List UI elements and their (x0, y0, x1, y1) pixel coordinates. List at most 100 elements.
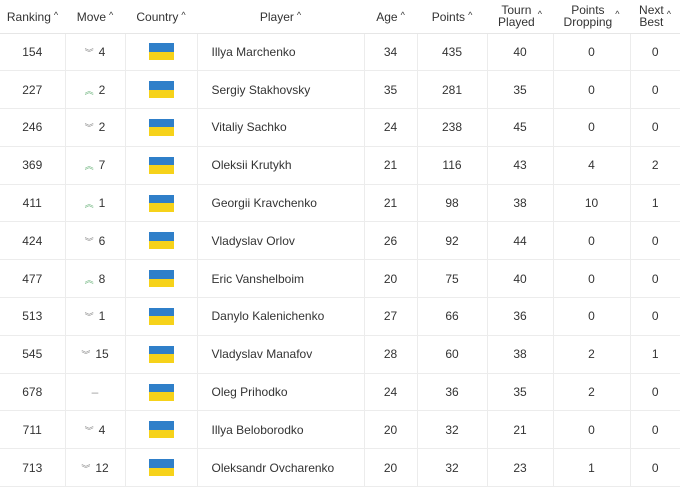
move-value: 8 (98, 271, 106, 286)
age-cell: 28 (364, 335, 418, 374)
age-cell: 35 (364, 70, 418, 110)
points-cell: 435 (417, 33, 488, 72)
header-label: Dropping (563, 15, 613, 30)
points-cell: 116 (417, 146, 488, 185)
ranking-cell: 545 (0, 335, 66, 374)
tourn-played-cell: 35 (487, 70, 554, 110)
ukraine-flag-icon (148, 156, 174, 174)
table-row[interactable]: 411 ︽ 1 Georgii Kravchenko 21 98 38 10 1 (0, 184, 680, 223)
tourn-played-cell: 38 (487, 335, 554, 374)
sort-caret-icon[interactable]: ^ (537, 9, 542, 20)
table-row[interactable]: 154 ︾ 4 Illya Marchenko 34 435 40 0 0 (0, 33, 680, 72)
next-best-cell: 2 (630, 146, 680, 185)
points-cell: 98 (417, 184, 488, 223)
ukraine-flag-icon (148, 118, 174, 136)
move-cell: – (65, 373, 126, 412)
sort-caret-icon[interactable]: ^ (615, 9, 620, 20)
tourn-played-cell: 40 (487, 33, 554, 72)
ukraine-flag-icon (148, 383, 174, 401)
move-down-icon: ︾ (81, 350, 91, 361)
player-cell: Danylo Kalenichenko (197, 297, 365, 336)
header-label: Ranking (6, 10, 51, 25)
age-cell: 27 (364, 297, 418, 336)
sort-caret-icon[interactable]: ^ (400, 10, 405, 21)
sort-caret-icon[interactable]: ^ (109, 10, 114, 21)
tourn-played-cell: 35 (487, 373, 554, 412)
move-cell: ︽ 7 (65, 146, 126, 185)
points-dropping-cell: 2 (553, 335, 631, 374)
sort-header-country[interactable]: Country ^ (125, 0, 197, 34)
ukraine-flag-icon (148, 270, 174, 288)
header-label: Move (76, 10, 107, 25)
table-row[interactable]: 227 ︽ 2 Sergiy Stakhovsky 35 281 35 0 0 (0, 70, 680, 110)
player-cell: Illya Marchenko (197, 33, 365, 72)
sort-header-age[interactable]: Age ^ (364, 0, 417, 34)
points-dropping-cell: 0 (553, 70, 631, 110)
table-row[interactable]: 713 ︾ 12 Oleksandr Ovcharenko 20 32 23 1 0 (0, 448, 680, 487)
table-row[interactable]: 477 ︽ 8 Eric Vanshelboim 20 75 40 0 0 (0, 259, 680, 299)
next-best-cell: 0 (630, 297, 680, 336)
sort-header-points-dropping[interactable]: Points Dropping ^ (553, 0, 630, 34)
move-cell: ︾ 1 (65, 297, 126, 336)
next-best-cell: 0 (630, 259, 680, 299)
move-value: 2 (98, 120, 106, 135)
points-cell: 60 (417, 335, 488, 374)
move-value: 15 (95, 347, 109, 362)
sort-caret-icon[interactable]: ^ (468, 10, 473, 21)
table-row[interactable]: 424 ︾ 6 Vladyslav Orlov 26 92 44 0 0 (0, 221, 680, 261)
ukraine-flag-icon (148, 43, 174, 61)
player-cell: Oleg Prihodko (197, 373, 365, 412)
sort-header-player[interactable]: Player ^ (197, 0, 364, 34)
ukraine-flag-icon (148, 345, 174, 363)
ranking-cell: 477 (0, 259, 66, 299)
move-value: 4 (98, 44, 106, 59)
move-cell: ︾ 4 (65, 33, 126, 72)
next-best-cell: 0 (630, 70, 680, 110)
next-best-cell: 1 (630, 335, 680, 374)
header-label: Played (498, 15, 535, 30)
move-down-icon: ︾ (84, 425, 94, 436)
table-row[interactable]: 513 ︾ 1 Danylo Kalenichenko 27 66 36 0 0 (0, 297, 680, 336)
country-cell (125, 33, 198, 72)
ranking-cell: 513 (0, 297, 66, 336)
table-row[interactable]: 545 ︾ 15 Vladyslav Manafov 28 60 38 2 1 (0, 335, 680, 374)
sort-caret-icon[interactable]: ^ (181, 10, 186, 21)
sort-header-move[interactable]: Move ^ (65, 0, 125, 34)
country-cell (125, 221, 198, 261)
header-label: Best (639, 15, 664, 30)
points-dropping-cell: 0 (553, 33, 631, 72)
points-dropping-cell: 0 (553, 221, 631, 261)
move-down-icon: ︾ (84, 236, 94, 247)
country-cell (125, 184, 198, 223)
move-up-icon: ︽ (84, 274, 94, 285)
sort-header-tourn-played[interactable]: Tourn Played ^ (487, 0, 553, 34)
next-best-cell: 1 (630, 184, 680, 223)
sort-caret-icon[interactable]: ^ (666, 9, 671, 20)
move-up-icon: ︽ (84, 161, 94, 172)
ranking-cell: 227 (0, 70, 66, 110)
header-label: Age (376, 10, 398, 25)
ranking-cell: 246 (0, 108, 66, 147)
sort-caret-icon[interactable]: ^ (296, 10, 302, 21)
sort-header-ranking[interactable]: Ranking ^ (0, 0, 65, 34)
sort-caret-icon[interactable]: ^ (53, 10, 59, 21)
tourn-played-cell: 36 (487, 297, 554, 336)
ranking-cell: 369 (0, 146, 66, 185)
player-cell: Georgii Kravchenko (197, 184, 365, 223)
table-row[interactable]: 711 ︾ 4 Illya Beloborodko 20 32 21 0 0 (0, 410, 680, 450)
ranking-cell: 154 (0, 33, 66, 72)
move-down-icon: ︾ (84, 312, 94, 323)
move-cell: ︾ 2 (65, 108, 126, 147)
age-cell: 20 (364, 259, 418, 299)
table-row[interactable]: 246 ︾ 2 Vitaliy Sachko 24 238 45 0 0 (0, 108, 680, 147)
sort-header-next-best[interactable]: Next Best ^ (630, 0, 680, 34)
table-row[interactable]: 369 ︽ 7 Oleksii Krutykh 21 116 43 4 2 (0, 146, 680, 185)
table-row[interactable]: 678 – Oleg Prihodko 24 36 35 2 0 (0, 373, 680, 412)
move-up-icon: ︽ (84, 199, 94, 210)
player-cell: Sergiy Stakhovsky (197, 70, 365, 110)
move-cell: ︾ 4 (65, 410, 126, 450)
points-cell: 238 (417, 108, 488, 147)
sort-header-points[interactable]: Points ^ (417, 0, 487, 34)
move-value: 6 (98, 233, 106, 248)
age-cell: 26 (364, 221, 418, 261)
